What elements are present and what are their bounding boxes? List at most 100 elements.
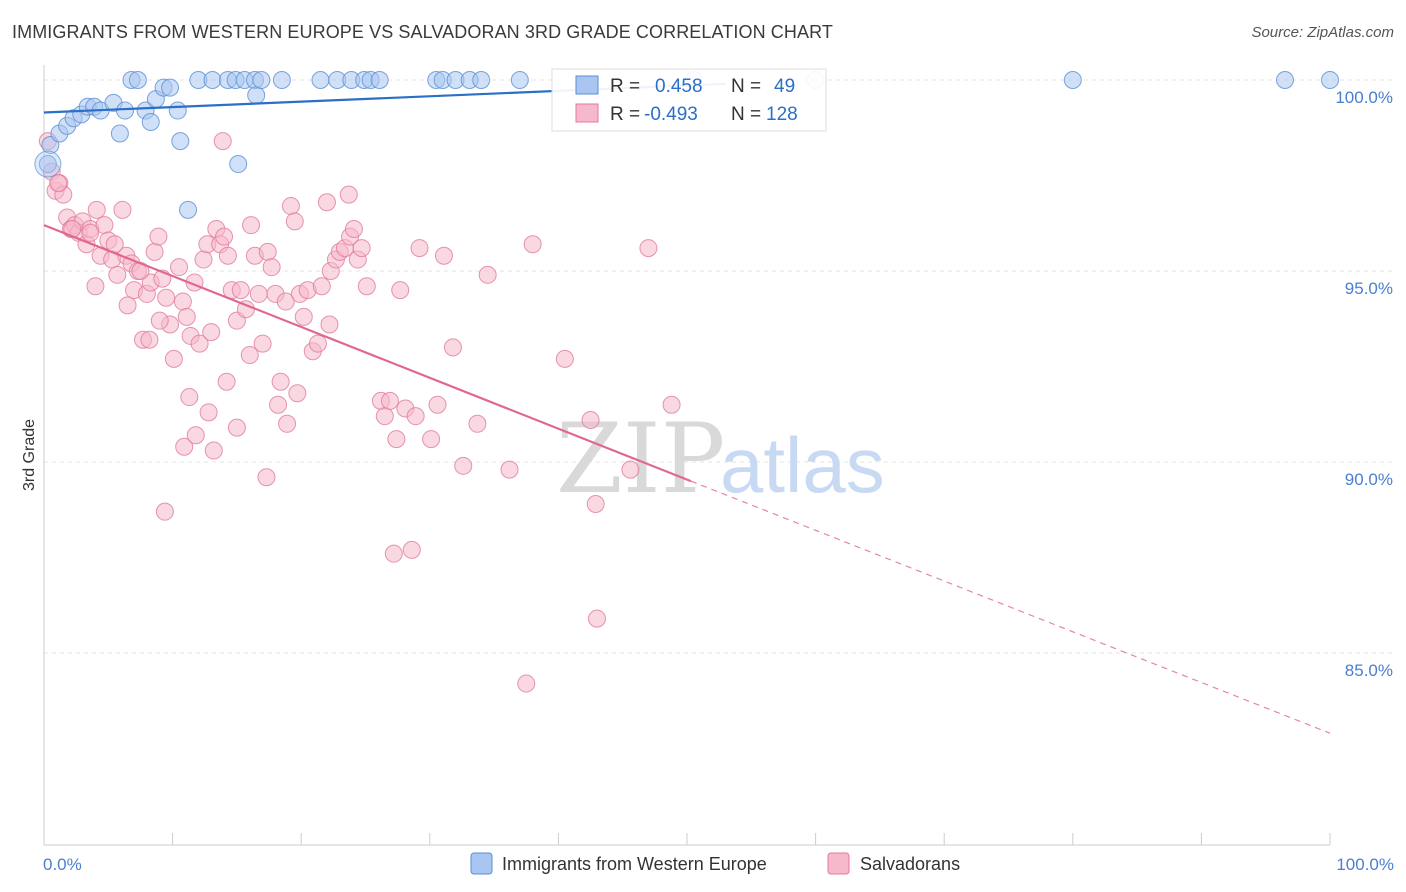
point-western-europe <box>1321 71 1339 89</box>
point-salvadoran <box>581 410 600 429</box>
point-salvadoran <box>454 456 473 475</box>
point-salvadoran <box>213 132 232 151</box>
point-salvadoran <box>190 334 209 353</box>
y-tick-label-100: 100.0% <box>1335 88 1393 107</box>
point-western-europe <box>370 71 389 89</box>
stats-n-label-blue: N = <box>731 76 761 97</box>
point-salvadoran <box>478 265 497 284</box>
point-western-europe <box>128 71 147 89</box>
y-tick-label-90: 90.0% <box>1345 470 1393 489</box>
bottom-legend-swatch-pink <box>827 852 850 875</box>
point-salvadoran <box>308 334 327 353</box>
point-salvadoran <box>81 223 100 242</box>
bottom-legend-label-blue: Immigrants from Western Europe <box>502 854 767 874</box>
point-western-europe <box>272 71 291 89</box>
point-western-europe <box>203 71 222 89</box>
point-salvadoran <box>108 265 127 284</box>
point-salvadoran <box>49 174 68 193</box>
x-tick-label-right: 100.0% <box>1336 855 1394 874</box>
point-salvadoran <box>384 544 403 563</box>
point-salvadoran <box>586 495 605 514</box>
y-tick-labels: 100.0% 95.0% 90.0% 85.0% <box>1335 88 1393 680</box>
point-western-europe <box>311 71 330 89</box>
point-salvadoran <box>320 315 339 334</box>
x-tick-label-left: 0.0% <box>43 855 82 874</box>
point-salvadoran <box>344 219 363 238</box>
y-tick-label-95: 95.0% <box>1345 279 1393 298</box>
trend-line-pink <box>43 224 692 483</box>
point-salvadoran <box>278 414 297 433</box>
stats-legend-swatch-blue <box>575 75 599 95</box>
point-salvadoran <box>177 307 196 326</box>
bottom-legend-swatch-blue <box>470 852 493 875</box>
point-western-europe <box>247 86 266 105</box>
watermark-atlas: atlas <box>720 421 885 509</box>
point-salvadoran <box>276 292 295 311</box>
stats-n-value-pink: 128 <box>766 104 798 125</box>
point-salvadoran <box>317 193 336 212</box>
point-western-europe <box>229 155 248 174</box>
point-salvadoran <box>257 468 276 487</box>
point-salvadoran <box>150 311 169 330</box>
point-salvadoran <box>87 200 106 219</box>
point-salvadoran <box>294 307 313 326</box>
point-salvadoran <box>175 437 194 456</box>
chart-title: IMMIGRANTS FROM WESTERN EUROPE VS SALVAD… <box>12 22 833 42</box>
point-salvadoran <box>352 239 371 258</box>
point-salvadoran <box>468 414 487 433</box>
point-salvadoran <box>86 277 105 296</box>
point-salvadoran <box>339 185 358 204</box>
point-salvadoran <box>202 323 221 342</box>
point-salvadoran <box>199 403 218 422</box>
point-western-europe <box>141 113 160 132</box>
stats-legend-swatch-pink <box>575 103 599 123</box>
point-western-europe <box>116 101 135 120</box>
point-salvadoran <box>204 441 223 460</box>
point-salvadoran <box>387 430 406 449</box>
stats-r-label-blue: R = <box>610 76 640 97</box>
point-salvadoran <box>500 460 519 479</box>
bottom-legend: Immigrants from Western Europe Salvadora… <box>470 852 960 875</box>
stats-n-label-pink: N = <box>731 104 761 125</box>
point-western-europe <box>171 132 190 151</box>
trend-line-extension-pink <box>690 480 1331 734</box>
point-salvadoran <box>173 292 192 311</box>
point-salvadoran <box>288 384 307 403</box>
axes <box>43 65 1331 846</box>
point-salvadoran <box>391 281 410 300</box>
point-salvadoran <box>281 197 300 216</box>
point-salvadoran <box>215 227 234 246</box>
point-salvadoran <box>621 460 640 479</box>
point-salvadoran <box>253 334 272 353</box>
point-salvadoran <box>375 407 394 426</box>
point-salvadoran <box>269 395 288 414</box>
y-tick-label-85: 85.0% <box>1345 661 1393 680</box>
point-salvadoran <box>157 288 176 307</box>
point-western-europe <box>510 71 529 89</box>
point-salvadoran <box>639 239 658 258</box>
point-salvadoran <box>242 216 261 235</box>
point-salvadoran <box>410 239 429 258</box>
point-salvadoran <box>155 502 174 521</box>
point-salvadoran <box>587 609 606 628</box>
point-salvadoran <box>402 540 421 559</box>
point-salvadoran <box>555 349 574 368</box>
point-salvadoran <box>140 330 159 349</box>
stats-r-value-pink: -0.493 <box>644 104 698 125</box>
point-western-europe <box>1275 71 1294 89</box>
source-label: Source: ZipAtlas.com <box>1251 24 1394 41</box>
point-salvadoran <box>180 388 199 407</box>
point-salvadoran <box>380 391 399 410</box>
point-salvadoran <box>118 296 137 315</box>
point-salvadoran <box>149 227 168 246</box>
point-salvadoran <box>406 407 425 426</box>
point-salvadoran <box>227 418 246 437</box>
bottom-legend-label-pink: Salvadorans <box>860 854 960 874</box>
stats-n-value-blue: 49 <box>774 76 795 97</box>
point-salvadoran <box>145 242 164 261</box>
point-salvadoran <box>312 277 331 296</box>
point-western-europe <box>1063 71 1082 89</box>
point-western-europe <box>252 71 271 89</box>
point-salvadoran <box>443 338 462 357</box>
